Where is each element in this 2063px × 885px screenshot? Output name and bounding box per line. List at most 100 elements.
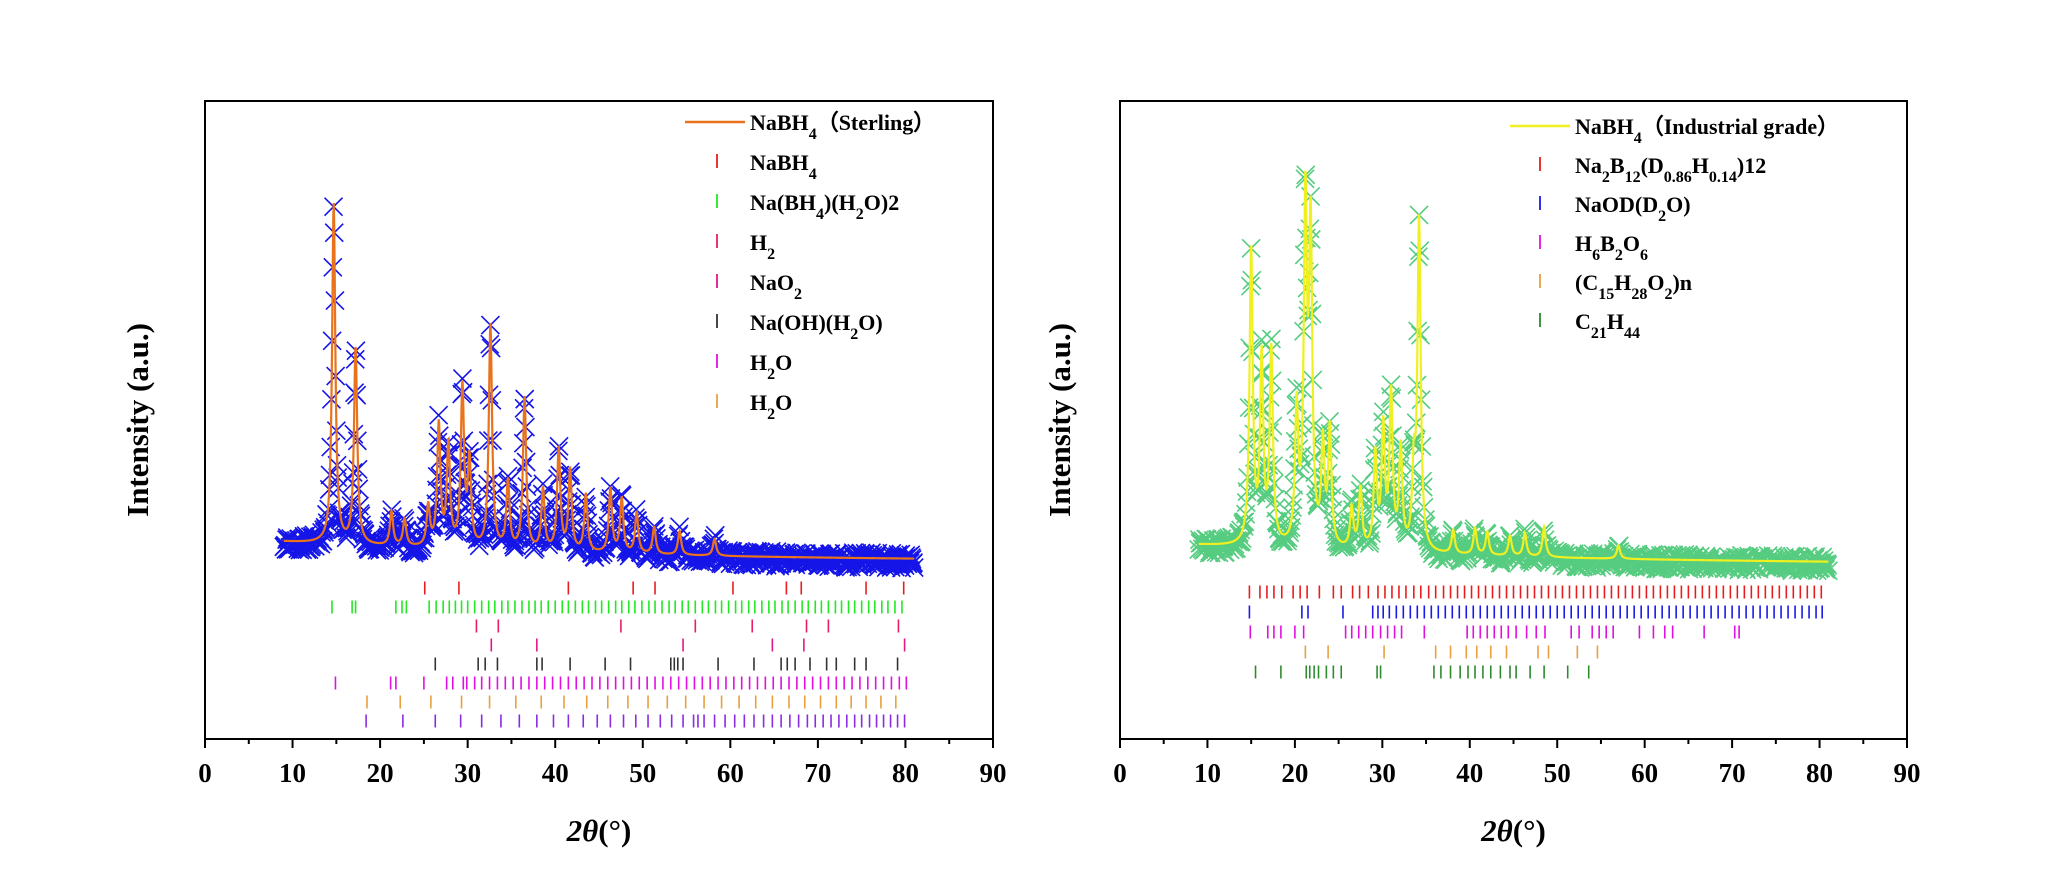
legend-entry-part: 12: [1625, 169, 1641, 186]
observed-point: [1232, 528, 1252, 549]
x-axis-symbol: 2θ: [566, 813, 599, 848]
legend-entry-part: )12: [1737, 153, 1766, 178]
observed-point: [619, 546, 639, 566]
legend-entry-part: 0.14: [1709, 169, 1737, 186]
legend-entry-part: 4: [809, 126, 817, 143]
legend-entry-part: (C: [1575, 270, 1598, 295]
x-tick-label: 70: [1719, 758, 1746, 788]
observed-point: [1261, 329, 1282, 349]
x-tick-label: 90: [1894, 758, 1921, 788]
legend-entry-part: O: [775, 350, 792, 375]
observed-point: [474, 525, 494, 545]
legend-entry-part: NaOD(D: [1575, 192, 1658, 217]
legend-entry: H2O: [750, 350, 792, 383]
reflection-row: [331, 600, 903, 614]
x-tick-label: 20: [367, 758, 394, 788]
legend-entry-part: C: [1575, 309, 1591, 334]
legend-entry-part: H: [750, 350, 767, 375]
legend-entry-part: 2: [767, 246, 775, 263]
reflection-row: [334, 676, 908, 690]
legend-entry-part: O): [1666, 192, 1690, 217]
x-tick-label: 40: [542, 758, 569, 788]
reflection-row: [1249, 625, 1740, 639]
observed-point: [1361, 523, 1382, 544]
reflection-row: [434, 657, 899, 671]
chart-panel-left: 0 10 20 30 40 50 60 70 80 90 2θ(°) Intensity (a.u.)…: [120, 100, 1007, 848]
observed-point: [498, 466, 518, 486]
observed-point: [904, 558, 924, 578]
legend-entry-part: 28: [1631, 286, 1647, 303]
legend-entry-part: O): [858, 310, 882, 335]
observed-point: [429, 405, 449, 425]
legend-entry-part: (D: [1641, 153, 1664, 178]
legend-entry-part: 21: [1591, 325, 1607, 342]
legend-entry-part: 0.86: [1664, 169, 1692, 186]
legend-entry: NaO2: [750, 270, 802, 303]
legend-entry-part: )(H: [824, 190, 856, 215]
legend-entry-part: 6: [1640, 247, 1648, 264]
observed-point: [447, 518, 468, 538]
x-tick-label: 90: [980, 758, 1007, 788]
legend-entry-part: NaBH: [1575, 114, 1634, 139]
observed-point: [903, 553, 924, 573]
legend-entry-part: 2: [856, 206, 864, 223]
legend-entry-part: 44: [1624, 325, 1640, 342]
legend-entry-part: H: [1575, 231, 1592, 256]
x-tick-label: 80: [892, 758, 919, 788]
x-tick-label: 0: [1113, 758, 1127, 788]
legend-entry: C21H44: [1575, 309, 1640, 342]
observed-point: [1818, 561, 1838, 581]
legend-entry-part: H: [1692, 153, 1709, 178]
legend-entry-part: NaBH: [750, 110, 809, 135]
legend-entry-part: O: [775, 390, 792, 415]
legend-entry-part: NaBH: [750, 150, 809, 175]
observed-point: [1515, 519, 1535, 539]
reflection-row: [365, 714, 906, 728]
y-axis-title: Intensity (a.u.): [120, 323, 155, 517]
chart-panel-right: 0 10 20 30 40 50 60 70 80 90 2θ(°) Intensity (a.u.)…: [1042, 100, 1921, 848]
legend-entry-part: 15: [1598, 286, 1614, 303]
legend-entry-part: H: [750, 230, 767, 255]
legend-entry: NaOD(D2O): [1575, 192, 1691, 225]
x-tick-label: 30: [454, 758, 481, 788]
legend-entry-part: )n: [1672, 270, 1692, 295]
legend-entry-part: Na(OH)(H: [750, 310, 850, 335]
observed-point: [1354, 532, 1375, 552]
legend-entry-part: 2: [1615, 247, 1623, 264]
x-axis-unit: (°): [1513, 813, 1546, 848]
x-tick-label: 30: [1369, 758, 1396, 788]
legend-entry: H2: [750, 230, 775, 263]
legend-entry-part: 4: [809, 166, 817, 183]
legend-entry-part: Na: [1575, 153, 1602, 178]
legend-entry: Na(BH4)(H2O)2: [750, 190, 899, 223]
reflection-row: [1248, 585, 1823, 599]
x-tick-label: 70: [804, 758, 831, 788]
legend-entry-part: Na(BH: [750, 190, 816, 215]
legend-entry-part: NaO: [750, 270, 794, 295]
legend-entry: H6B2O6: [1575, 231, 1648, 264]
legend-entry-part: 2: [794, 286, 802, 303]
legend-entry-part: O: [1647, 270, 1664, 295]
legend-entry-part: 2: [1658, 208, 1666, 225]
reflection-row: [366, 695, 897, 709]
legend-entry-part: （Sterling）: [817, 110, 936, 135]
x-tick-label: 10: [279, 758, 306, 788]
x-tick-label: 10: [1194, 758, 1221, 788]
x-tick-label: 60: [1631, 758, 1658, 788]
legend-entry: (C15H28O2)n: [1575, 270, 1692, 303]
x-tick-label: 50: [1544, 758, 1571, 788]
legend-entry-part: 4: [1634, 130, 1642, 147]
legend-entry: NaBH4（Sterling）: [750, 110, 935, 143]
legend-entry-part: （Industrial grade）: [1642, 114, 1839, 139]
x-axis-title: 2θ(°): [566, 813, 632, 848]
reflection-row: [490, 638, 906, 652]
reflection-row: [1304, 645, 1599, 659]
x-axis-symbol: 2θ: [1480, 813, 1513, 848]
legend-entry-part: 2: [767, 406, 775, 423]
calculated-profile-line: [1198, 170, 1829, 563]
x-tick-label: 0: [198, 758, 212, 788]
legend-entry: Na2B12(D0.86H0.14)12: [1575, 153, 1766, 186]
y-axis-title: Intensity (a.u.): [1042, 323, 1077, 517]
x-tick-label: 60: [717, 758, 744, 788]
